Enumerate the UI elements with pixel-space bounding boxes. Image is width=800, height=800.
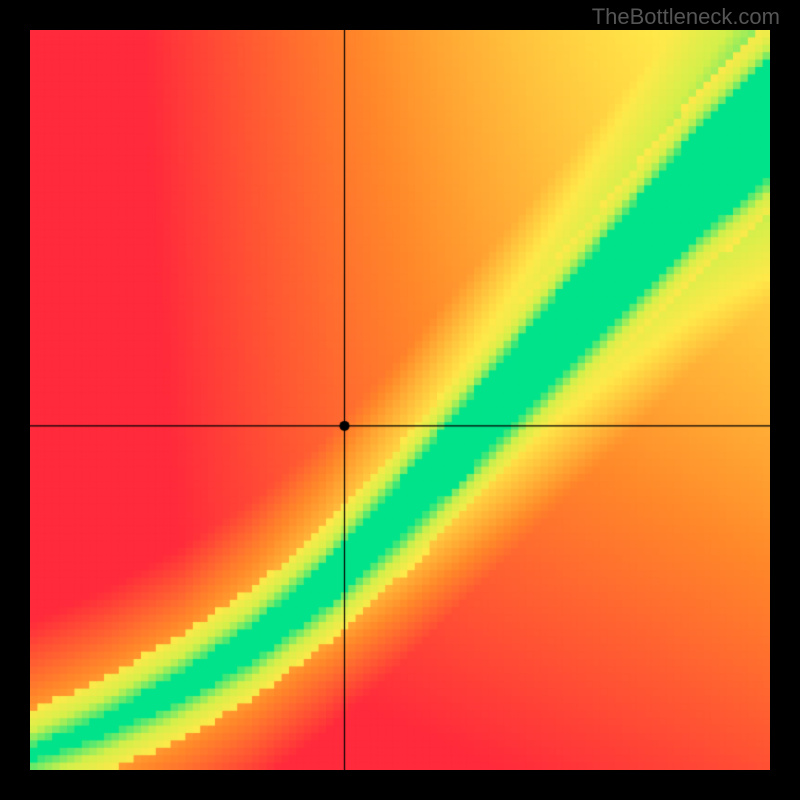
chart-container: TheBottleneck.com	[0, 0, 800, 800]
bottleneck-heatmap	[30, 30, 770, 770]
watermark-text: TheBottleneck.com	[592, 4, 780, 30]
